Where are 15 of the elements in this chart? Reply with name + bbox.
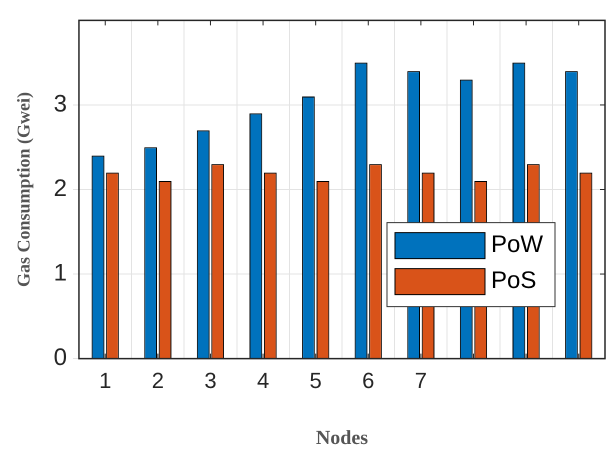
x-tick-label: 7: [414, 368, 428, 393]
y-tick-label: 0: [54, 344, 67, 372]
y-tick-label: 2: [54, 175, 67, 202]
y-axis-title: Gas Consumption (Gwei): [13, 92, 34, 288]
legend-label: PoS: [490, 267, 536, 294]
y-tick-label: 1: [54, 260, 67, 287]
x-tick-label: 3: [204, 368, 217, 393]
x-axis-title: Nodes: [316, 427, 368, 450]
x-tick-label: 2: [152, 368, 164, 393]
y-tick-label: 3: [54, 90, 67, 118]
legend-label: PoW: [490, 231, 544, 258]
x-tick-label: 5: [310, 368, 322, 393]
x-tick-label: 4: [256, 368, 270, 393]
x-tick-label: 1: [99, 368, 112, 393]
x-tick-label: 6: [362, 368, 374, 393]
